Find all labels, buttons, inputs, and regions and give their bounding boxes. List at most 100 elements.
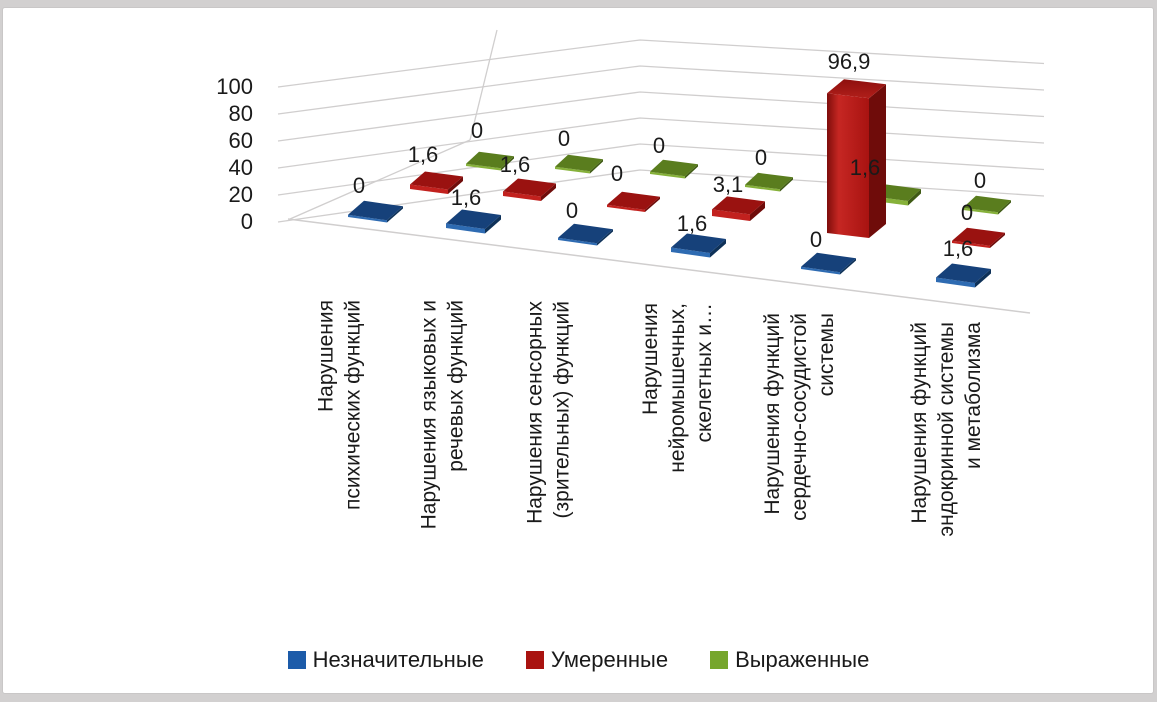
bar-s2-c5-top <box>963 195 1011 213</box>
bar-s1-c3-top <box>712 196 765 215</box>
bar-s2-c1-front <box>555 166 590 174</box>
bar-s2-c0-top <box>466 151 514 169</box>
data-label: 0 <box>653 133 665 158</box>
category-axis-label: Нарушения сенсорных <box>524 301 547 524</box>
bar-s2-c5-front <box>963 207 998 215</box>
bar-s1-c2-top <box>607 191 660 210</box>
legend-swatch-blue-icon <box>287 651 306 669</box>
y-axis-tick-label: 100 <box>216 74 253 99</box>
category-axis-label: психических функций <box>342 300 365 510</box>
bar-s0-c3-side <box>710 239 726 258</box>
bar-s0-c5-side <box>975 269 991 288</box>
bar-s2-c0-side <box>501 156 514 171</box>
bar-s0-c5-front <box>936 277 975 288</box>
bar-s0-c2-top <box>558 223 613 244</box>
category-axis-label: сердечно-сосудистой <box>788 313 811 521</box>
bar-s0-c1-front <box>446 223 485 234</box>
data-label: 1,6 <box>850 155 881 180</box>
chart-object-frame[interactable] <box>2 7 1154 694</box>
bar-s2-c3-front <box>745 184 780 192</box>
bar-s1-c4-top <box>827 79 886 99</box>
data-label: 1,6 <box>677 211 708 236</box>
bar-s1-c2-front <box>607 204 645 212</box>
legend-label: Умеренные <box>550 647 669 672</box>
bar-s0-c3-front <box>671 247 710 258</box>
bar-s0-c4-top <box>801 252 856 273</box>
y-axis-tick-label: 0 <box>241 209 253 234</box>
data-label: 0 <box>755 145 767 170</box>
bar-s1-c0-front <box>410 184 448 194</box>
bar-s0-c4-side <box>840 258 856 275</box>
y-axis-tick-label: 40 <box>229 155 253 180</box>
data-label: 1,6 <box>500 152 531 177</box>
data-label: 0 <box>961 200 973 225</box>
legend-item-neznachitelnye: Незначительные <box>287 647 484 673</box>
bar-s1-c0-side <box>448 176 463 194</box>
bar-s2-c2-top <box>650 159 698 177</box>
category-axis-label: речевых функций <box>445 300 468 472</box>
bar-s2-c1-top <box>555 154 603 172</box>
category-axis-label: Нарушения функций <box>761 313 784 515</box>
bars <box>348 79 1011 288</box>
category-axis-line <box>287 218 1031 314</box>
bar-s0-c1-top <box>446 209 501 229</box>
bar-s1-c5-top <box>952 227 1005 246</box>
data-label: 0 <box>566 198 578 223</box>
bar-s1-c3-front <box>712 209 750 221</box>
data-label: 1,6 <box>943 236 974 261</box>
bar-s0-c0-side <box>387 206 403 223</box>
bar-s1-c1-front <box>503 191 541 201</box>
bar-s2-c0-front <box>466 163 501 171</box>
bar-s1-c4-front <box>827 93 869 238</box>
bar-s2-c2-front <box>650 171 685 179</box>
category-axis-label: Нарушения <box>639 303 662 415</box>
category-axis-label: системы <box>815 313 838 396</box>
bar-s1-c1-top <box>503 178 556 197</box>
category-axis-label: и метаболизма <box>962 322 985 469</box>
bar-s1-c4-side <box>869 84 886 238</box>
wall-corner-edge <box>469 29 498 141</box>
data-label: 3,1 <box>713 172 744 197</box>
data-label: 0 <box>471 118 483 143</box>
legend-item-umerennye: Умеренные <box>525 647 669 673</box>
floor-depth-edge <box>289 139 471 220</box>
bar-s2-c3-top <box>745 172 793 190</box>
category-axis-label: Нарушения функций <box>908 322 931 524</box>
category-axis-label: Нарушения языковых и <box>418 300 441 529</box>
bar-s0-c0-front <box>348 214 387 223</box>
bar-s0-c1-side <box>485 215 501 234</box>
category-axis-label: Нарушения <box>315 300 338 412</box>
gridline <box>277 169 1045 223</box>
legend-swatch-red-icon <box>525 651 544 669</box>
bar-s0-c2-side <box>597 229 613 246</box>
bar-s1-c5-front <box>952 240 990 248</box>
category-axis-label: нейромышечных, <box>666 303 689 473</box>
gridline <box>277 65 1045 115</box>
data-label: 0 <box>558 126 570 151</box>
data-label: 0 <box>810 227 822 252</box>
category-axis-label: скелетных и… <box>693 303 716 443</box>
bar-s2-c3-side <box>780 177 793 192</box>
bar-s2-c5-side <box>998 200 1011 215</box>
gridline <box>277 143 1045 196</box>
bar-s0-c2-front <box>558 237 597 246</box>
legend-label: Незначительные <box>312 647 484 672</box>
data-label: 1,6 <box>451 185 482 210</box>
legend-swatch-green-icon <box>710 651 729 669</box>
data-label: 0 <box>353 173 365 198</box>
bar-s2-c4-side <box>908 189 921 206</box>
bar-s1-c5-side <box>990 232 1005 248</box>
bar-s0-c5-top <box>936 263 991 283</box>
y-axis-tick-label: 80 <box>229 101 253 126</box>
bar-s1-c3-side <box>750 201 765 221</box>
data-label: 0 <box>611 161 623 186</box>
data-label: 0 <box>974 168 986 193</box>
bar-s0-c4-front <box>801 266 840 275</box>
y-axis-tick-label: 60 <box>229 128 253 153</box>
category-axis-label: (зрительных) функций <box>551 301 574 518</box>
gridline <box>277 39 1045 88</box>
data-label: 96,9 <box>828 49 871 74</box>
legend-item-vyrazhennye: Выраженные <box>710 647 869 673</box>
